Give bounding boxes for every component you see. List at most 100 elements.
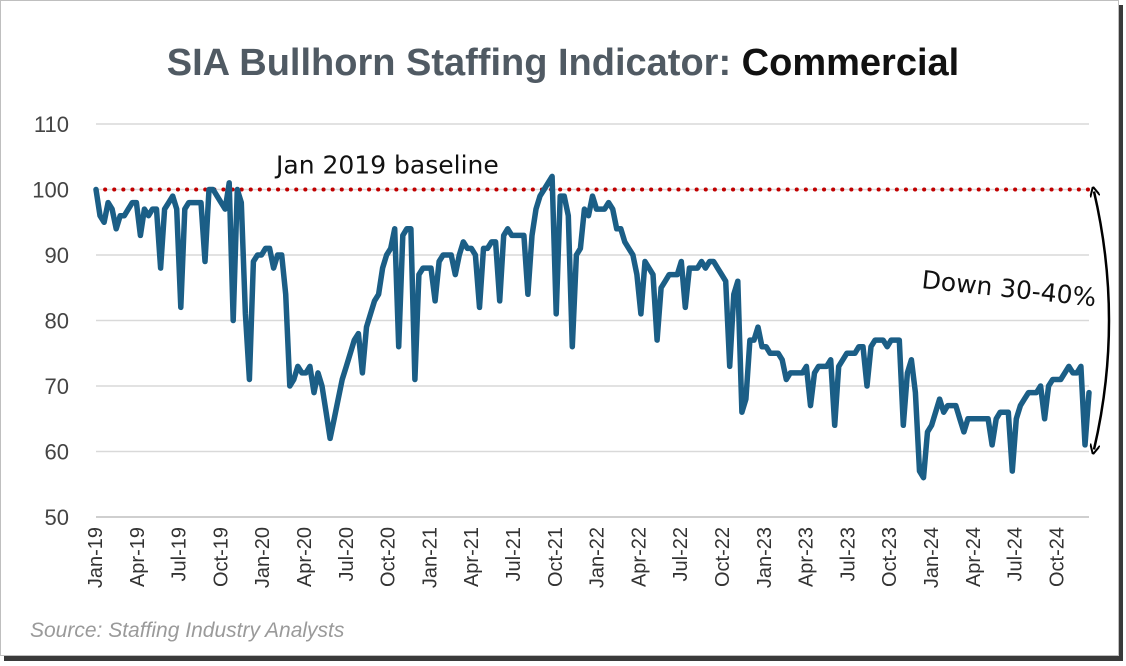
data-point [232,319,235,322]
x-tick-label: Apr-24 [963,527,985,587]
data-point [966,417,969,420]
data-point [684,306,687,309]
y-tick-label: 50 [45,505,69,530]
data-point [946,404,949,407]
data-point [704,267,707,270]
data-point [208,188,211,191]
data-point [474,254,477,257]
data-point [579,247,582,250]
data-point [700,260,703,263]
data-point [268,247,271,250]
data-point [131,201,134,204]
data-point [260,254,263,257]
data-point [1027,391,1030,394]
chart-frame [0,0,1119,656]
data-point [660,286,663,289]
data-point [950,404,953,407]
x-tick-label: Oct-21 [545,527,567,587]
x-tick-label: Jan-22 [587,527,609,588]
data-point [1071,371,1074,374]
data-point [333,417,336,420]
data-point [930,424,933,427]
data-point [204,260,207,263]
data-point [785,378,788,381]
data-point [551,175,554,178]
data-point [809,404,812,407]
data-point [389,247,392,250]
data-point [563,195,566,198]
data-point [716,267,719,270]
data-point [1031,391,1034,394]
data-point [167,201,170,204]
data-point [393,227,396,230]
data-point [175,208,178,211]
data-point [958,417,961,420]
data-point [1043,417,1046,420]
data-point [107,201,110,204]
x-tick-label: Apr-23 [796,527,818,587]
data-point [910,358,913,361]
data-point [728,365,731,368]
data-point [317,371,320,374]
data-point [446,254,449,257]
data-point [248,378,251,381]
data-point [313,391,316,394]
data-point [720,273,723,276]
data-point [353,339,356,342]
data-point [724,280,727,283]
data-point [853,352,856,355]
data-point [1059,378,1062,381]
data-point [526,293,529,296]
data-point [765,345,768,348]
data-point [171,195,174,198]
data-point [284,293,287,296]
data-point [535,208,538,211]
chart-title: SIA Bullhorn Staffing Indicator: Commerc… [0,38,1126,88]
data-point [1063,371,1066,374]
data-point [216,195,219,198]
chart-title-emphasis: Commercial [741,42,960,84]
data-point [397,345,400,348]
data-point [200,201,203,204]
data-point [413,378,416,381]
data-point [506,227,509,230]
data-point [1075,371,1078,374]
source-note: Source: Staffing Industry Analysts [30,619,345,642]
data-point [502,234,505,237]
data-point [696,267,699,270]
x-tick-label: Jan-21 [419,527,441,588]
baseline-label: Jan 2019 baseline [274,151,499,180]
data-point [296,365,299,368]
x-tick-label: Jul-19 [169,527,191,581]
data-point [890,339,893,342]
data-point [1003,411,1006,414]
data-point [623,240,626,243]
data-point [482,247,485,250]
data-point [837,365,840,368]
data-point [409,227,412,230]
x-tick-label: Oct-22 [712,527,734,587]
data-point [385,254,388,257]
data-point [773,352,776,355]
x-tick-label: Oct-19 [210,527,232,587]
data-point [434,299,437,302]
x-tick-label: Jul-24 [1005,527,1027,581]
data-point [159,267,162,270]
data-point [1067,365,1070,368]
data-point [442,254,445,257]
data-point [381,267,384,270]
data-point [518,234,521,237]
y-tick-label: 80 [45,309,69,334]
x-tick-label: Oct-24 [1046,527,1068,587]
x-axis-ticks: Jan-19 Apr-19 Jul-19 Oct-19 Jan-20 Apr-20 Jul-… [85,527,1068,588]
data-point [321,385,324,388]
data-point [280,254,283,257]
data-point [902,424,905,427]
data-point [308,365,311,368]
data-point [95,188,98,191]
data-point [264,247,267,250]
data-point [688,267,691,270]
data-point [212,188,215,191]
data-point [942,411,945,414]
y-tick-label: 100 [32,178,69,203]
